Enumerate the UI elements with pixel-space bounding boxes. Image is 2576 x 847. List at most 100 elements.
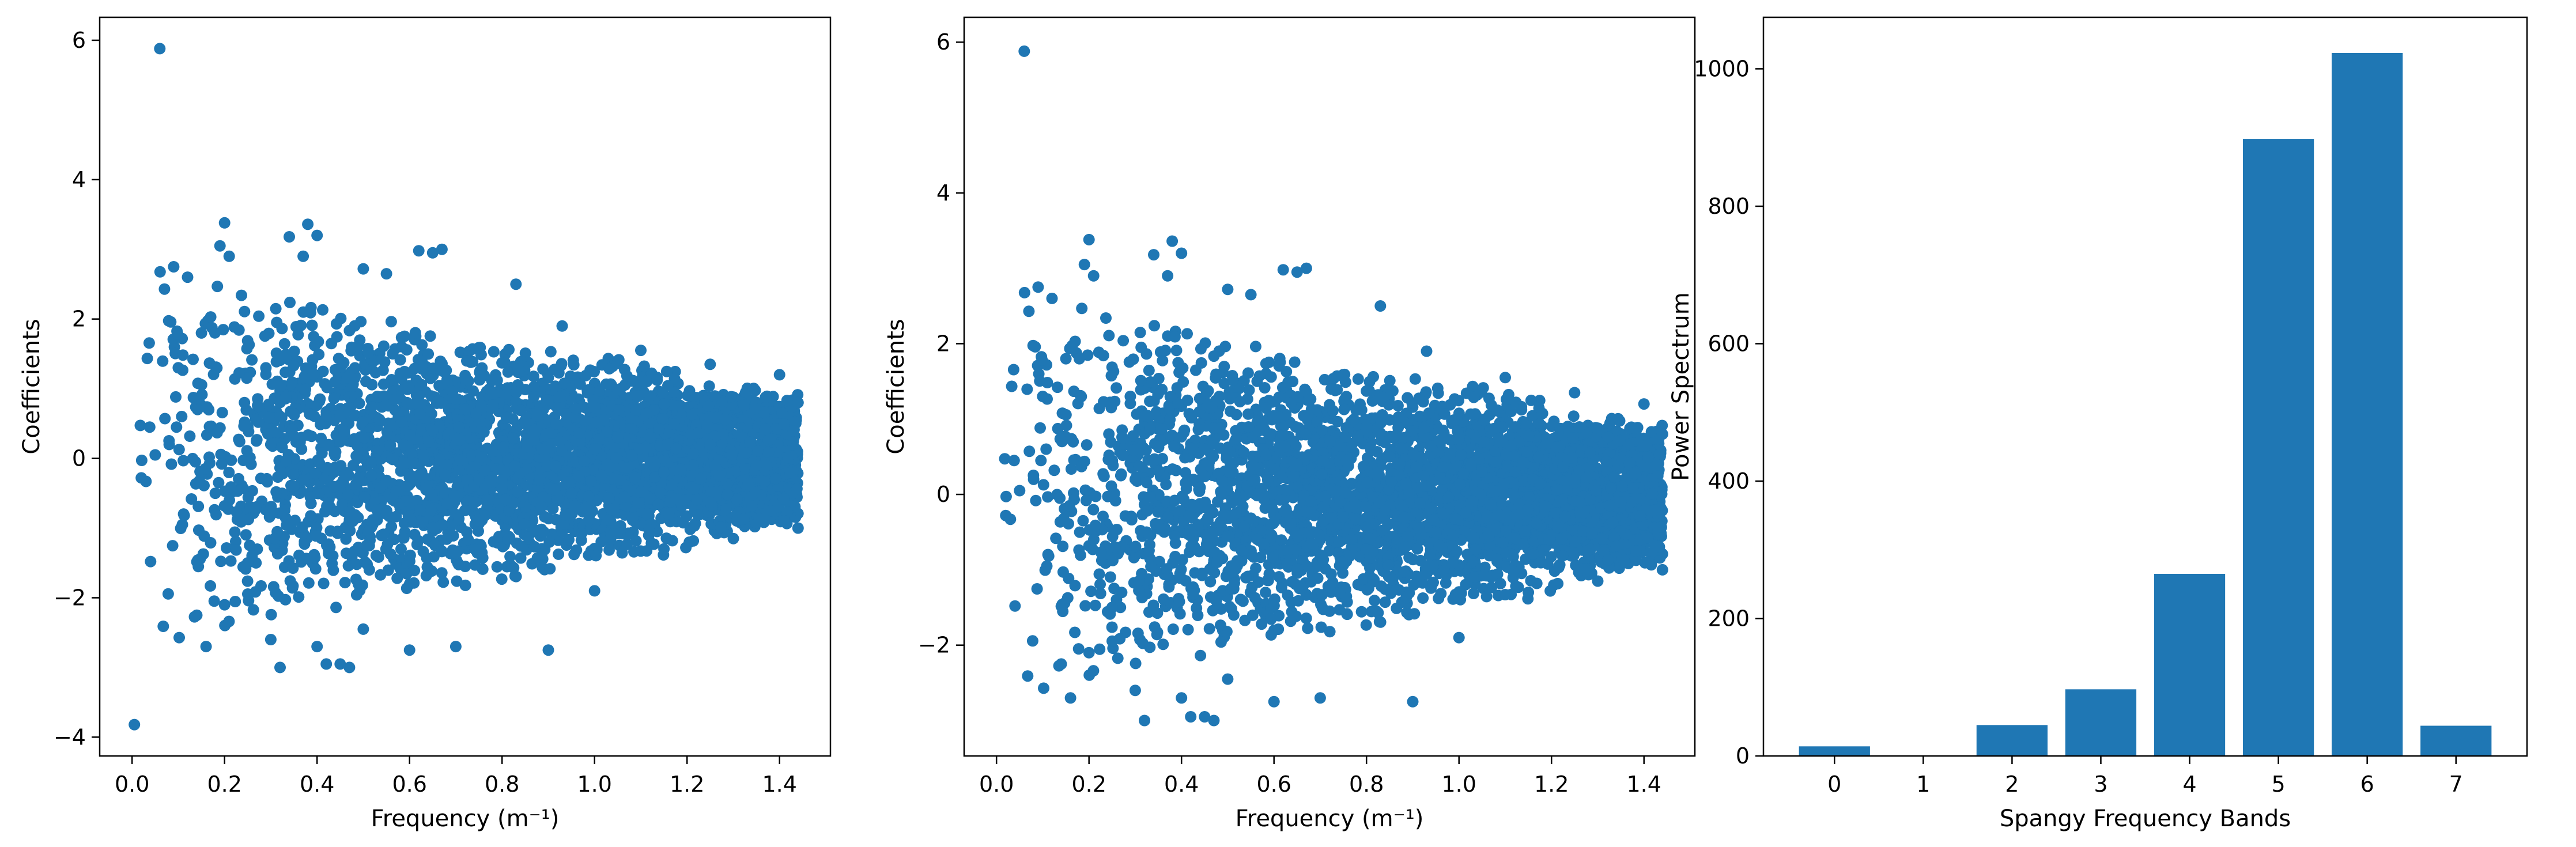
scatter-point bbox=[279, 391, 292, 403]
scatter-point bbox=[616, 547, 628, 559]
scatter-point bbox=[209, 487, 221, 500]
scatter-point bbox=[313, 394, 326, 406]
scatter-point bbox=[645, 390, 657, 402]
scatter-point bbox=[426, 247, 439, 259]
scatter-point bbox=[510, 278, 522, 290]
scatter-point bbox=[702, 400, 715, 412]
scatter-point bbox=[233, 324, 245, 336]
scatter-point bbox=[176, 410, 188, 422]
scatter-point bbox=[411, 494, 423, 506]
scatter-point bbox=[367, 514, 379, 526]
scatter-point bbox=[588, 402, 600, 414]
scatter-point bbox=[654, 486, 666, 498]
scatter-point bbox=[201, 401, 213, 413]
scatter-point bbox=[611, 432, 624, 444]
scatter-point bbox=[401, 396, 413, 409]
scatter-point bbox=[473, 473, 485, 485]
scatter-point bbox=[252, 400, 265, 413]
scatter-point bbox=[391, 572, 403, 584]
scatter-point bbox=[1239, 614, 1251, 626]
scatter-point bbox=[412, 398, 424, 409]
scatter-point bbox=[496, 464, 508, 476]
scatter-point bbox=[651, 374, 663, 386]
scatter-point bbox=[238, 420, 250, 432]
x-tick-label: 0.4 bbox=[300, 772, 334, 797]
scatter-point bbox=[439, 469, 451, 481]
scatter-point bbox=[605, 503, 617, 515]
scatter-point bbox=[230, 544, 242, 556]
scatter-point bbox=[362, 347, 375, 359]
scatter-point bbox=[726, 399, 738, 411]
scatter-point bbox=[595, 470, 607, 481]
scatter-point bbox=[1042, 491, 1054, 503]
scatter-point bbox=[303, 577, 315, 589]
scatter-point bbox=[475, 400, 488, 411]
scatter-point bbox=[635, 345, 647, 357]
scatter-point bbox=[393, 498, 405, 511]
scatter-point bbox=[542, 394, 554, 406]
scatter-point bbox=[568, 549, 580, 561]
scatter-point bbox=[172, 328, 184, 340]
scatter-point bbox=[496, 483, 508, 495]
scatter-point bbox=[462, 534, 474, 546]
scatter-point bbox=[441, 459, 453, 471]
scatter-point bbox=[423, 436, 435, 448]
scatter-point bbox=[223, 615, 235, 627]
scatter-point bbox=[287, 562, 299, 574]
scatter-point bbox=[385, 316, 397, 328]
scatter-point bbox=[323, 544, 335, 557]
scatter-point bbox=[640, 407, 652, 419]
scatter-point bbox=[157, 355, 169, 367]
scatter-point bbox=[427, 521, 439, 534]
scatter-point bbox=[462, 375, 474, 387]
scatter-point bbox=[308, 331, 320, 343]
scatter-point bbox=[265, 438, 277, 451]
scatter-point bbox=[343, 661, 356, 674]
scatter-middle-points bbox=[999, 45, 1668, 727]
scatter-point bbox=[353, 471, 365, 483]
scatter-point bbox=[545, 346, 557, 358]
scatter-point bbox=[509, 460, 521, 472]
scatter-point bbox=[224, 494, 235, 506]
scatter-point bbox=[705, 496, 717, 508]
scatter-point bbox=[725, 391, 737, 403]
scatter-point bbox=[630, 404, 642, 416]
scatter-point bbox=[229, 526, 241, 538]
scatter-point bbox=[403, 555, 416, 568]
scatter-point bbox=[752, 445, 764, 457]
scatter-point bbox=[653, 423, 665, 435]
scatter-point bbox=[542, 513, 554, 525]
scatter-point bbox=[531, 410, 543, 422]
scatter-point bbox=[333, 353, 345, 365]
scatter-point bbox=[601, 426, 613, 438]
scatter-point bbox=[388, 394, 401, 406]
y-tick-label: 0 bbox=[72, 446, 86, 471]
scatter-point bbox=[331, 331, 343, 343]
scatter-point bbox=[693, 428, 705, 439]
scatter-point bbox=[1111, 382, 1123, 394]
scatter-point bbox=[177, 349, 189, 361]
scatter-point bbox=[762, 447, 775, 459]
scatter-point bbox=[172, 362, 184, 374]
scatter-point bbox=[486, 375, 498, 387]
scatter-point bbox=[280, 349, 292, 361]
scatter-point bbox=[271, 548, 284, 560]
scatter-point bbox=[759, 423, 771, 435]
scatter-point bbox=[436, 567, 448, 579]
scatter-point bbox=[421, 561, 433, 573]
scatter-point bbox=[190, 456, 202, 468]
scatter-point bbox=[186, 493, 198, 505]
scatter-point bbox=[376, 530, 387, 542]
scatter-point bbox=[583, 490, 595, 502]
scatter-point bbox=[1023, 445, 1036, 457]
scatter-point bbox=[766, 513, 778, 525]
scatter-point bbox=[304, 491, 316, 503]
scatter-point bbox=[441, 498, 454, 510]
scatter-point bbox=[401, 344, 413, 356]
scatter-point bbox=[316, 447, 328, 459]
scatter-point bbox=[546, 427, 558, 439]
scatter-point bbox=[231, 506, 243, 518]
scatter-point bbox=[315, 432, 327, 444]
scatter-point bbox=[173, 444, 185, 456]
